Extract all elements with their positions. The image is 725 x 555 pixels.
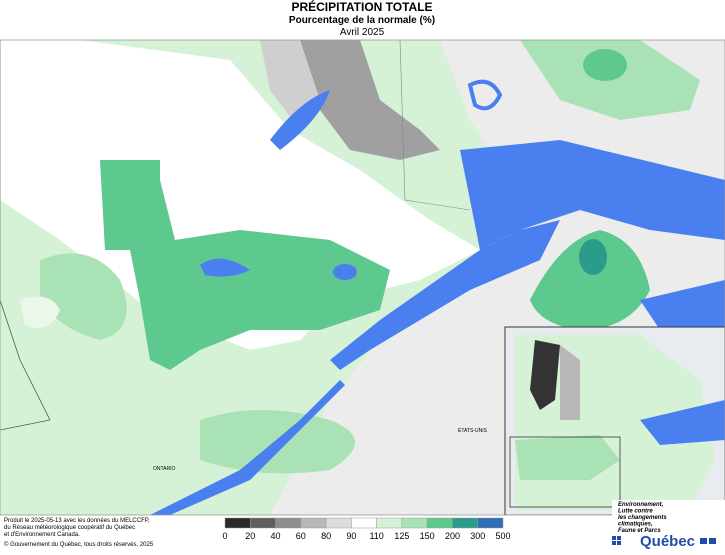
date: Avril 2025 bbox=[340, 27, 385, 38]
credit-line: © Gouvernement du Québec, tous droits ré… bbox=[4, 541, 154, 548]
logo-name: Québec bbox=[640, 533, 695, 550]
region-label: ONTARIO bbox=[153, 466, 176, 472]
legend-swatch bbox=[351, 517, 377, 529]
logo-line: climatiques, bbox=[618, 522, 653, 528]
legend-label: 80 bbox=[321, 531, 331, 541]
legend-label: 500 bbox=[495, 531, 510, 541]
legend-swatch bbox=[325, 517, 352, 529]
legend-swatch bbox=[426, 517, 453, 529]
title: PRÉCIPITATION TOTALE bbox=[291, 0, 432, 14]
credit-line: du Réseau météorologique coopératif du Q… bbox=[4, 525, 135, 531]
legend-swatch bbox=[401, 517, 428, 529]
logo-line: les changements bbox=[618, 515, 667, 521]
legend-swatch bbox=[477, 517, 504, 529]
logo-line: Faune et Parcs bbox=[618, 528, 661, 534]
logo-line: Environnement, bbox=[618, 502, 664, 508]
credits: Produit le 2025-05-13 avec les données d… bbox=[4, 518, 154, 548]
legend-label: 60 bbox=[296, 531, 306, 541]
legend-label: 110 bbox=[369, 531, 383, 541]
legend: 0 20 40 60 80 90 110 125 150 200 300 500 bbox=[222, 517, 511, 541]
map: ONTARIO ÉTATS-UNIS bbox=[0, 39, 725, 516]
legend-label: 20 bbox=[245, 531, 255, 541]
legend-swatch bbox=[300, 517, 327, 529]
legend-label: 90 bbox=[346, 531, 356, 541]
region-label: ÉTATS-UNIS bbox=[458, 427, 488, 434]
logo-line: Lutte contre bbox=[618, 509, 653, 515]
subtitle: Pourcentage de la normale (%) bbox=[289, 15, 435, 26]
legend-swatch bbox=[224, 517, 251, 529]
legend-label: 150 bbox=[420, 531, 435, 541]
credit-line: et d'Environnement Canada. bbox=[4, 532, 80, 538]
legend-swatch bbox=[275, 517, 302, 529]
legend-swatch bbox=[376, 517, 403, 529]
legend-label: 40 bbox=[271, 531, 281, 541]
legend-swatch bbox=[452, 517, 478, 529]
legend-swatch bbox=[250, 517, 276, 529]
legend-label: 125 bbox=[394, 531, 409, 541]
legend-label: 300 bbox=[470, 531, 485, 541]
legend-label: 0 bbox=[222, 531, 227, 541]
credit-line: Produit le 2025-05-13 avec les données d… bbox=[4, 518, 150, 524]
legend-label: 200 bbox=[445, 531, 460, 541]
